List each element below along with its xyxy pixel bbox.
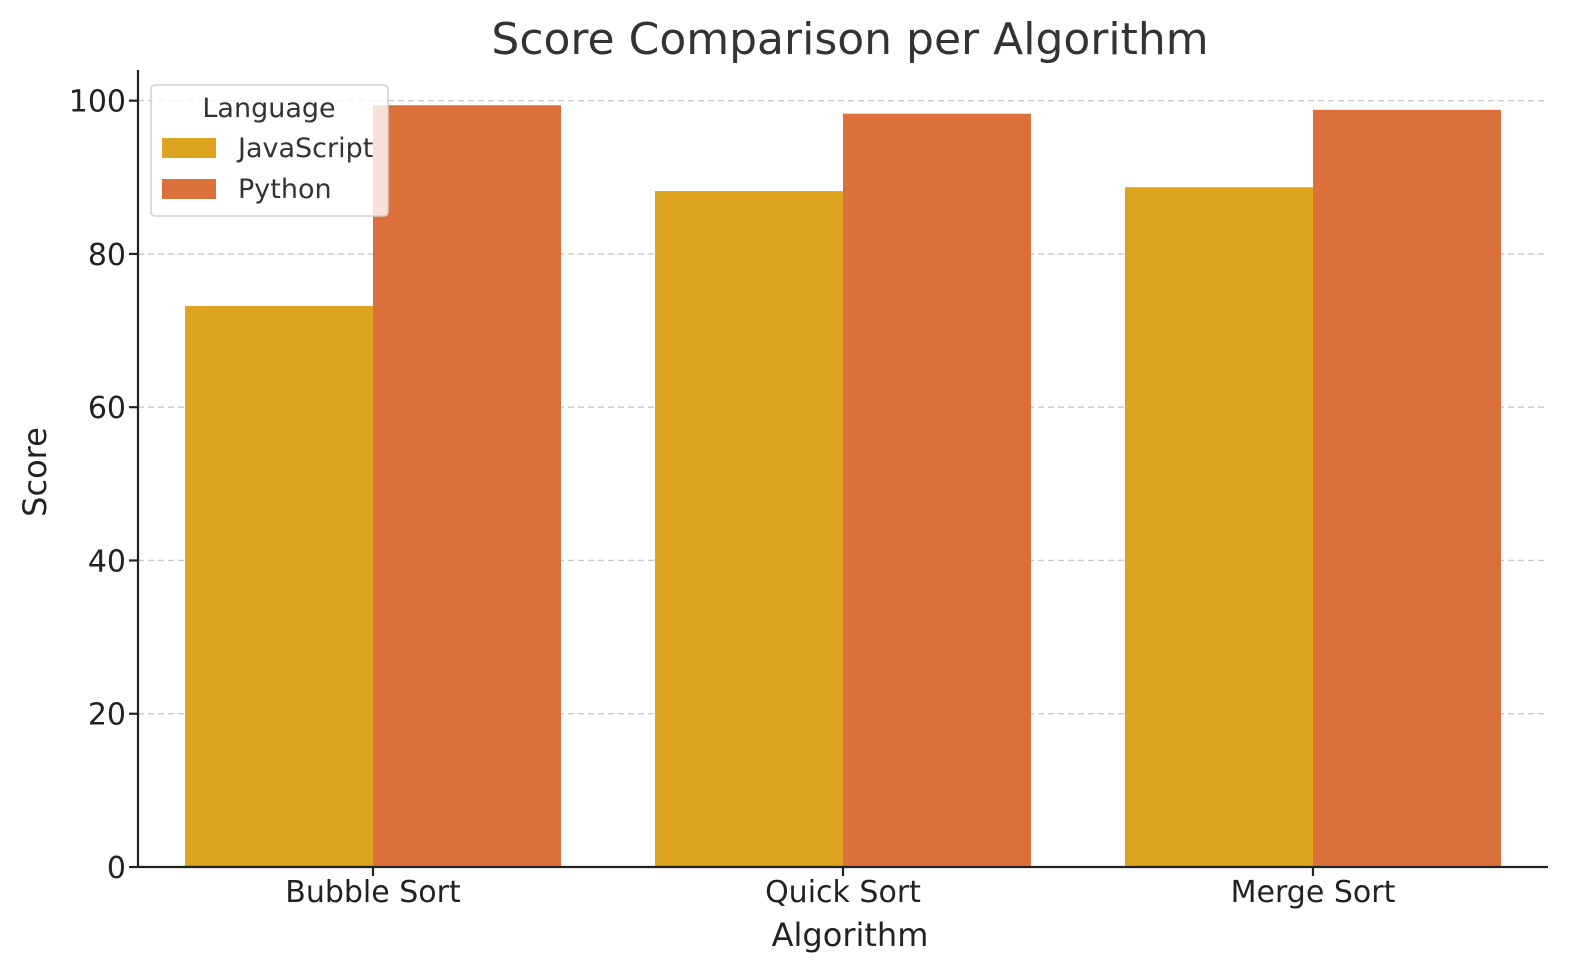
legend-title: Language [202, 93, 335, 124]
legend: Language JavaScript Python [150, 84, 389, 217]
legend-swatch-javascript [162, 138, 216, 158]
bar-javascript-bubble-sort [185, 306, 373, 867]
bar-python-quick-sort [843, 113, 1031, 867]
bar-python-bubble-sort [373, 105, 561, 867]
y-tick-label: 40 [88, 544, 126, 579]
y-tick-label: 80 [88, 238, 126, 273]
bars [185, 105, 1501, 868]
x-tick-label: Quick Sort [765, 875, 921, 910]
y-tick-label: 20 [88, 698, 126, 733]
bar-javascript-merge-sort [1125, 187, 1313, 867]
legend-label-python: Python [238, 174, 332, 205]
x-tick-label: Bubble Sort [285, 875, 461, 910]
x-axis-label: Algorithm [772, 916, 929, 954]
bar-javascript-quick-sort [655, 191, 843, 867]
x-axis-ticks: Bubble Sort Quick Sort Merge Sort [285, 867, 1396, 910]
chart-title: Score Comparison per Algorithm [491, 14, 1208, 65]
y-axis-ticks: 0 20 40 60 80 100 [69, 85, 138, 886]
legend-label-javascript: JavaScript [236, 133, 373, 164]
x-tick-label: Merge Sort [1231, 875, 1396, 910]
bar-python-merge-sort [1313, 109, 1501, 868]
legend-swatch-python [162, 179, 216, 199]
y-tick-label: 0 [107, 851, 126, 886]
y-tick-label: 60 [88, 391, 126, 426]
y-axis-label: Score [16, 427, 54, 517]
y-tick-label: 100 [69, 85, 126, 120]
